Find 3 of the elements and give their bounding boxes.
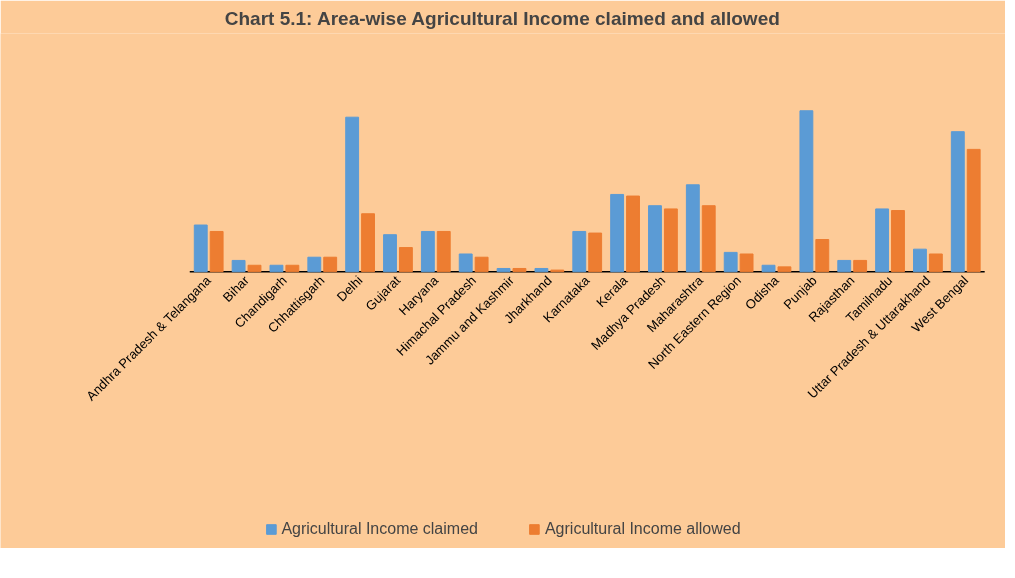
- legend-label: Agricultural Income allowed: [544, 520, 741, 538]
- legend-label: Agricultural Income claimed: [281, 520, 478, 538]
- chart-title: Chart 5.1: Area-wise Agricultural Income claimed and allowed: [224, 7, 780, 29]
